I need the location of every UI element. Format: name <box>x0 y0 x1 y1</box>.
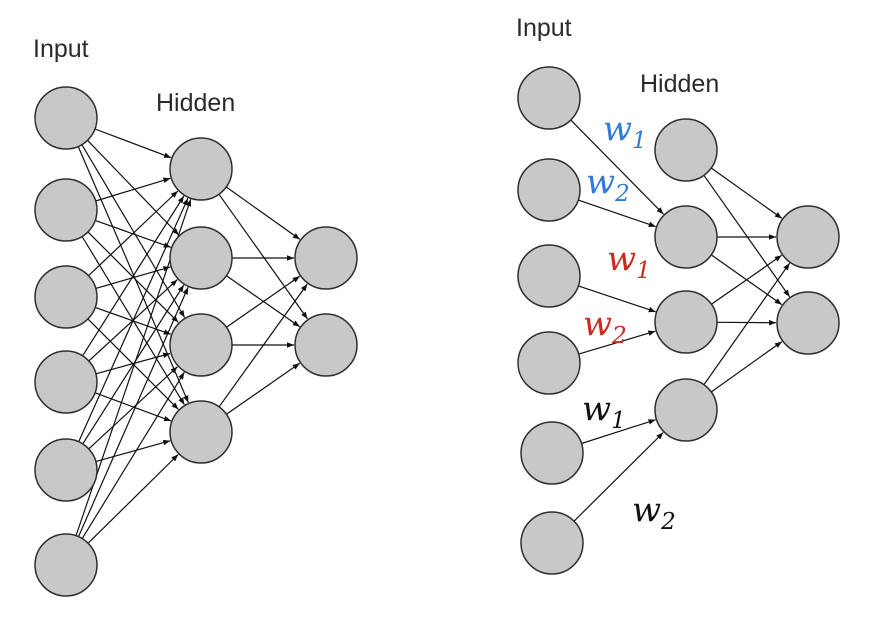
dense-edge-in3-h1 <box>88 190 179 277</box>
sparse-edge-h4-out1 <box>703 262 791 386</box>
dense-edge-in5-h4 <box>95 439 171 463</box>
sparse-edge-in1-h2 <box>570 119 664 215</box>
sparse-input-node-5 <box>520 421 584 485</box>
weight-subscript: 1 <box>611 408 626 434</box>
dense-hidden-node-1 <box>169 137 233 201</box>
weight-label-black-1: w1 <box>582 389 626 434</box>
dense-output-node-1 <box>294 226 358 290</box>
dense-edge-in1-h2 <box>87 139 180 236</box>
weight-label-red-1: w1 <box>607 239 651 284</box>
dense-nodes <box>34 86 358 597</box>
sparse-input-node-6 <box>520 511 584 575</box>
sparse-output-node-1 <box>776 205 840 269</box>
sparse-input-node-1 <box>517 66 581 130</box>
weight-label-blue-2: w2 <box>586 162 630 207</box>
weight-subscript: 1 <box>632 128 647 154</box>
sparse-hidden-node-3 <box>654 290 718 354</box>
sparse-input-node-3 <box>517 244 581 308</box>
dense-input-label: Input <box>33 35 89 63</box>
dense-edge-h4-out1 <box>218 283 308 408</box>
dense-hidden-node-2 <box>169 226 233 290</box>
sparse-hidden-label: Hidden <box>640 70 719 98</box>
weight-subscript: 2 <box>614 181 630 207</box>
dense-input-node-5 <box>34 438 98 502</box>
weight-label-blue-1: w1 <box>603 109 647 154</box>
sparse-input-label: Input <box>516 14 572 42</box>
dense-input-node-4 <box>34 350 98 414</box>
sparse-network: Input Hidden w1 w2 w1 w2 w1 w2 <box>516 14 840 575</box>
weight-base: w <box>632 490 661 530</box>
dense-input-node-2 <box>34 178 98 242</box>
dense-edge-in4-h1 <box>82 195 185 357</box>
dense-edge-in4-h4 <box>94 392 172 422</box>
dense-hidden-node-4 <box>169 400 233 464</box>
dense-network: Input Hidden <box>33 35 358 597</box>
dense-edge-h3-out1 <box>226 275 301 328</box>
sparse-edge-h3-out1 <box>711 254 783 305</box>
dense-edge-in5-h3 <box>88 366 178 450</box>
sparse-nodes <box>517 66 840 575</box>
sparse-hidden-node-2 <box>654 205 718 269</box>
dense-hidden-label: Hidden <box>156 89 235 117</box>
weight-base: w <box>586 162 615 202</box>
dense-input-node-6 <box>34 533 98 597</box>
sparse-output-node-2 <box>776 291 840 355</box>
weight-base: w <box>583 304 612 344</box>
sparse-connections <box>570 119 791 522</box>
dense-edge-in5-h2 <box>82 284 185 445</box>
dense-edge-in3-h2 <box>95 266 171 289</box>
weight-base: w <box>603 109 632 149</box>
dense-edge-in1-h4 <box>77 146 189 403</box>
dense-edge-in5-h1 <box>78 197 189 442</box>
sparse-edge-h4-out2 <box>710 341 783 393</box>
weight-base: w <box>607 239 636 279</box>
weight-subscript: 2 <box>660 509 676 535</box>
dense-edge-in1-h1 <box>94 128 172 159</box>
sparse-edge-h1-out1 <box>710 167 783 219</box>
sparse-edge-in4-h3 <box>578 330 656 355</box>
dense-edge-h1-out1 <box>225 186 301 240</box>
dense-connections <box>75 128 308 544</box>
dense-edge-in6-h4 <box>87 454 179 544</box>
dense-output-node-2 <box>294 313 358 377</box>
weight-subscript: 1 <box>636 258 651 284</box>
sparse-input-node-4 <box>517 331 581 395</box>
dense-edge-h1-out2 <box>218 193 308 320</box>
sparse-edge-in6-h4 <box>573 432 664 522</box>
dense-input-node-3 <box>34 265 98 329</box>
weight-label-red-2: w2 <box>583 304 627 349</box>
dense-edge-h4-out2 <box>226 362 301 415</box>
dense-input-node-1 <box>34 86 98 150</box>
weight-base: w <box>582 389 611 429</box>
sparse-edge-in2-h2 <box>578 199 656 228</box>
sparse-edge-h1-out2 <box>703 174 791 298</box>
weight-label-black-2: w2 <box>632 490 676 535</box>
dense-hidden-node-3 <box>169 313 233 377</box>
sparse-hidden-node-1 <box>654 118 718 182</box>
sparse-edge-in3-h3 <box>578 285 656 313</box>
weight-subscript: 2 <box>611 323 627 349</box>
sparse-edge-in5-h4 <box>581 419 656 445</box>
dense-edge-in6-h2 <box>77 287 189 537</box>
sparse-input-node-2 <box>517 158 581 222</box>
dense-edge-in2-h1 <box>95 177 171 202</box>
dense-edge-in6-h3 <box>81 371 185 539</box>
sparse-hidden-node-4 <box>654 378 718 442</box>
